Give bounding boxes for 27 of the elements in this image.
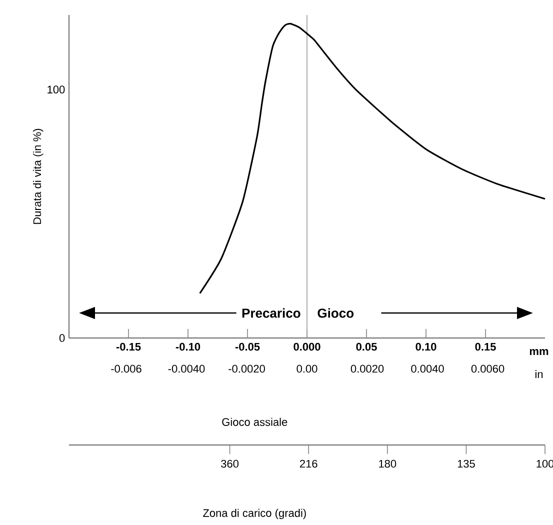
category-label: 216	[300, 460, 318, 468]
annotation: Precarico	[242, 308, 300, 318]
x2-tick-label: 0.0040	[411, 364, 444, 373]
x-tick-label: 0.05	[356, 342, 377, 351]
x-tick-label: -0.05	[235, 342, 260, 351]
x-tick-label: 0.000	[294, 342, 320, 351]
text: in	[535, 370, 543, 378]
x-axis-title: Gioco assiale	[222, 418, 288, 426]
category-label: 360	[221, 460, 239, 468]
annotation: Gioco	[318, 308, 354, 318]
category-label: 135	[458, 460, 475, 468]
x-tick-label: 0.15	[475, 342, 496, 351]
y-axis-title: Durata di vita (in %)	[33, 128, 44, 224]
text: Zona di carico (gradi)	[203, 508, 306, 520]
x2-tick-label: -0.0020	[228, 364, 265, 373]
x2-tick-label: 0.00	[296, 364, 318, 373]
text: mm	[530, 349, 548, 355]
x2-tick-label: 0.0020	[350, 364, 384, 373]
y-tick-label: 0	[59, 334, 65, 342]
x-tick-label: -0.15	[116, 342, 141, 351]
category-label: 180	[379, 460, 396, 468]
x2-tick-label: -0.006	[111, 364, 142, 373]
x-tick-label: 0.10	[416, 342, 436, 351]
x2-tick-label: -0.0040	[168, 364, 205, 373]
x-tick-label: -0.10	[176, 342, 200, 351]
line-series	[199, 22, 546, 294]
x2-tick-label: 0.0060	[471, 364, 504, 373]
